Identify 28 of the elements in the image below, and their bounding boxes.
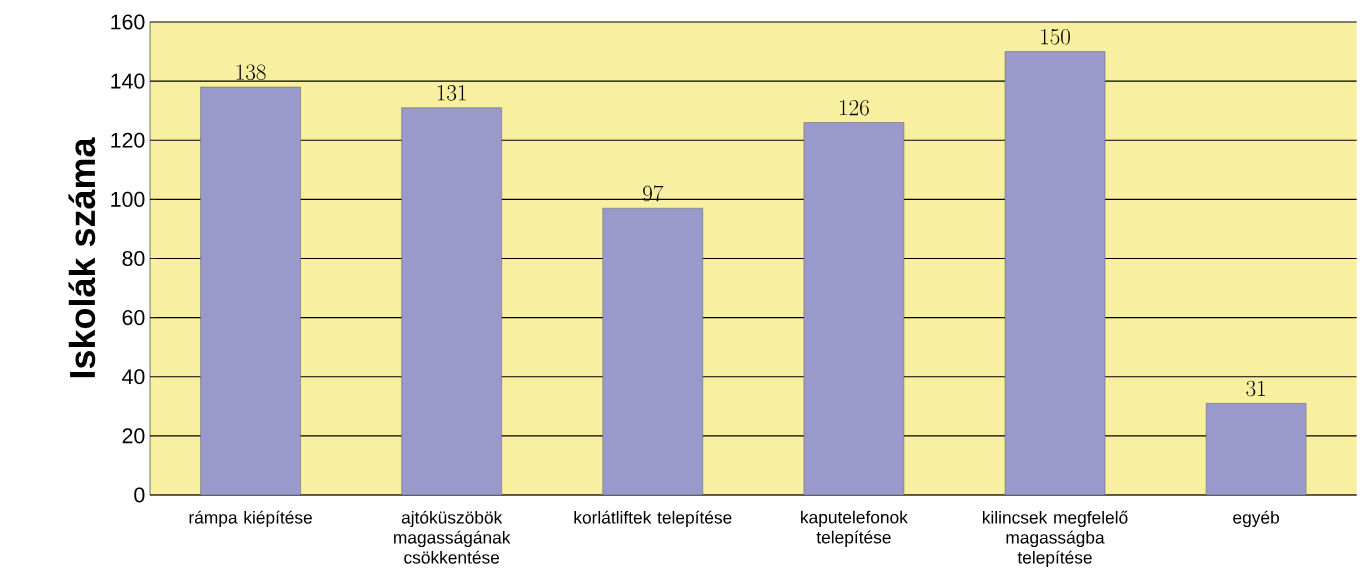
bar	[401, 107, 502, 495]
y-tick-label: 40	[122, 369, 145, 385]
data-label: 150	[1041, 28, 1070, 45]
y-tick-label: 60	[122, 310, 145, 326]
x-tick-label: kilincsek megfelelő magasságba telepítése	[982, 510, 1128, 568]
bar	[200, 86, 301, 495]
y-tick-label: 80	[122, 250, 145, 267]
x-tick-label: korlátliftek telepítése	[574, 510, 732, 528]
y-tick-label: 0	[134, 487, 145, 503]
y-tick-label: 120	[111, 132, 145, 148]
x-tick-label: egyéb	[1233, 510, 1279, 528]
data-label: 138	[236, 64, 266, 81]
x-tick-label: rámpa kiépítése	[189, 510, 312, 528]
y-tick-label: 100	[111, 191, 145, 207]
y-axis-title: Iskolák száma	[68, 137, 96, 378]
bar	[602, 207, 704, 495]
bar	[803, 122, 905, 495]
bar	[1004, 51, 1106, 495]
data-label: 97	[643, 185, 664, 202]
data-label: 131	[437, 85, 466, 101]
x-tick-label: ajtóküszöbök magasságának csökkentése	[394, 510, 511, 564]
data-label: 126	[840, 99, 869, 116]
data-label: 31	[1246, 380, 1265, 397]
y-tick-label: 140	[111, 73, 145, 89]
y-tick-label: 160	[111, 14, 145, 30]
x-tick-label: kaputelefonok telepítése	[801, 510, 908, 547]
bar	[1205, 403, 1307, 495]
y-tick-label: 20	[122, 428, 145, 444]
